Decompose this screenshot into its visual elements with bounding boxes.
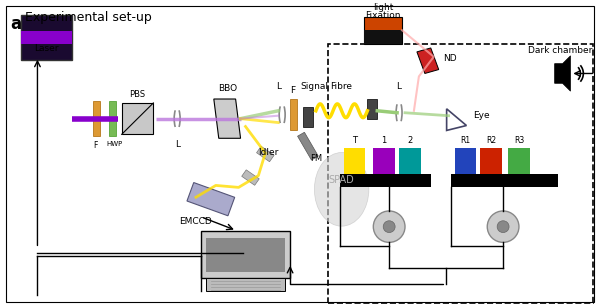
Bar <box>201 231 290 278</box>
Bar <box>109 101 116 136</box>
Bar <box>20 31 72 44</box>
Text: 2: 2 <box>407 136 413 145</box>
Text: L: L <box>397 82 401 91</box>
Text: L: L <box>276 82 281 91</box>
Bar <box>187 183 235 216</box>
Bar <box>242 170 259 185</box>
Polygon shape <box>364 17 402 44</box>
Circle shape <box>487 211 519 242</box>
Bar <box>206 278 285 291</box>
Bar <box>481 148 502 174</box>
Text: SPAD: SPAD <box>329 175 355 184</box>
Text: BBO: BBO <box>218 84 237 93</box>
Polygon shape <box>364 30 402 44</box>
Bar <box>298 132 318 160</box>
Text: Fixation: Fixation <box>365 11 401 20</box>
Text: HWP: HWP <box>107 141 123 147</box>
Text: R2: R2 <box>486 136 496 145</box>
Bar <box>290 99 297 130</box>
Bar <box>122 103 154 134</box>
Bar <box>508 148 530 174</box>
Ellipse shape <box>314 152 369 226</box>
Text: a: a <box>11 14 22 33</box>
Text: L: L <box>175 140 179 149</box>
Text: F: F <box>290 86 296 95</box>
Text: Experimental set-up: Experimental set-up <box>25 11 151 24</box>
Text: T: T <box>352 136 357 145</box>
Circle shape <box>497 221 509 233</box>
Text: Eye: Eye <box>473 111 490 120</box>
Polygon shape <box>554 56 571 91</box>
Text: Dark chamber: Dark chamber <box>528 46 592 55</box>
Text: ND: ND <box>443 54 456 63</box>
Text: Signal: Signal <box>301 82 329 91</box>
Bar <box>340 174 431 187</box>
Circle shape <box>373 211 405 242</box>
Bar <box>303 107 313 127</box>
Text: 1: 1 <box>382 136 387 145</box>
Text: R1: R1 <box>460 136 470 145</box>
Bar <box>367 99 377 119</box>
Bar <box>20 14 72 60</box>
Bar <box>257 146 274 162</box>
Polygon shape <box>214 99 241 138</box>
Text: Laser: Laser <box>34 44 59 53</box>
Bar <box>206 238 285 272</box>
Text: Fibre: Fibre <box>331 82 353 91</box>
Bar <box>344 148 365 174</box>
Text: Idler: Idler <box>258 148 278 157</box>
Circle shape <box>383 221 395 233</box>
Bar <box>93 101 100 136</box>
Text: F: F <box>94 141 98 150</box>
Text: EMCCD: EMCCD <box>179 217 212 226</box>
Text: FM: FM <box>310 154 322 163</box>
Bar <box>373 148 395 174</box>
Text: light: light <box>373 3 394 12</box>
Bar <box>328 44 593 303</box>
Bar <box>455 148 476 174</box>
Polygon shape <box>417 48 439 74</box>
Bar <box>399 148 421 174</box>
Text: PBS: PBS <box>130 90 146 99</box>
Text: R3: R3 <box>514 136 524 145</box>
Bar <box>451 174 557 187</box>
